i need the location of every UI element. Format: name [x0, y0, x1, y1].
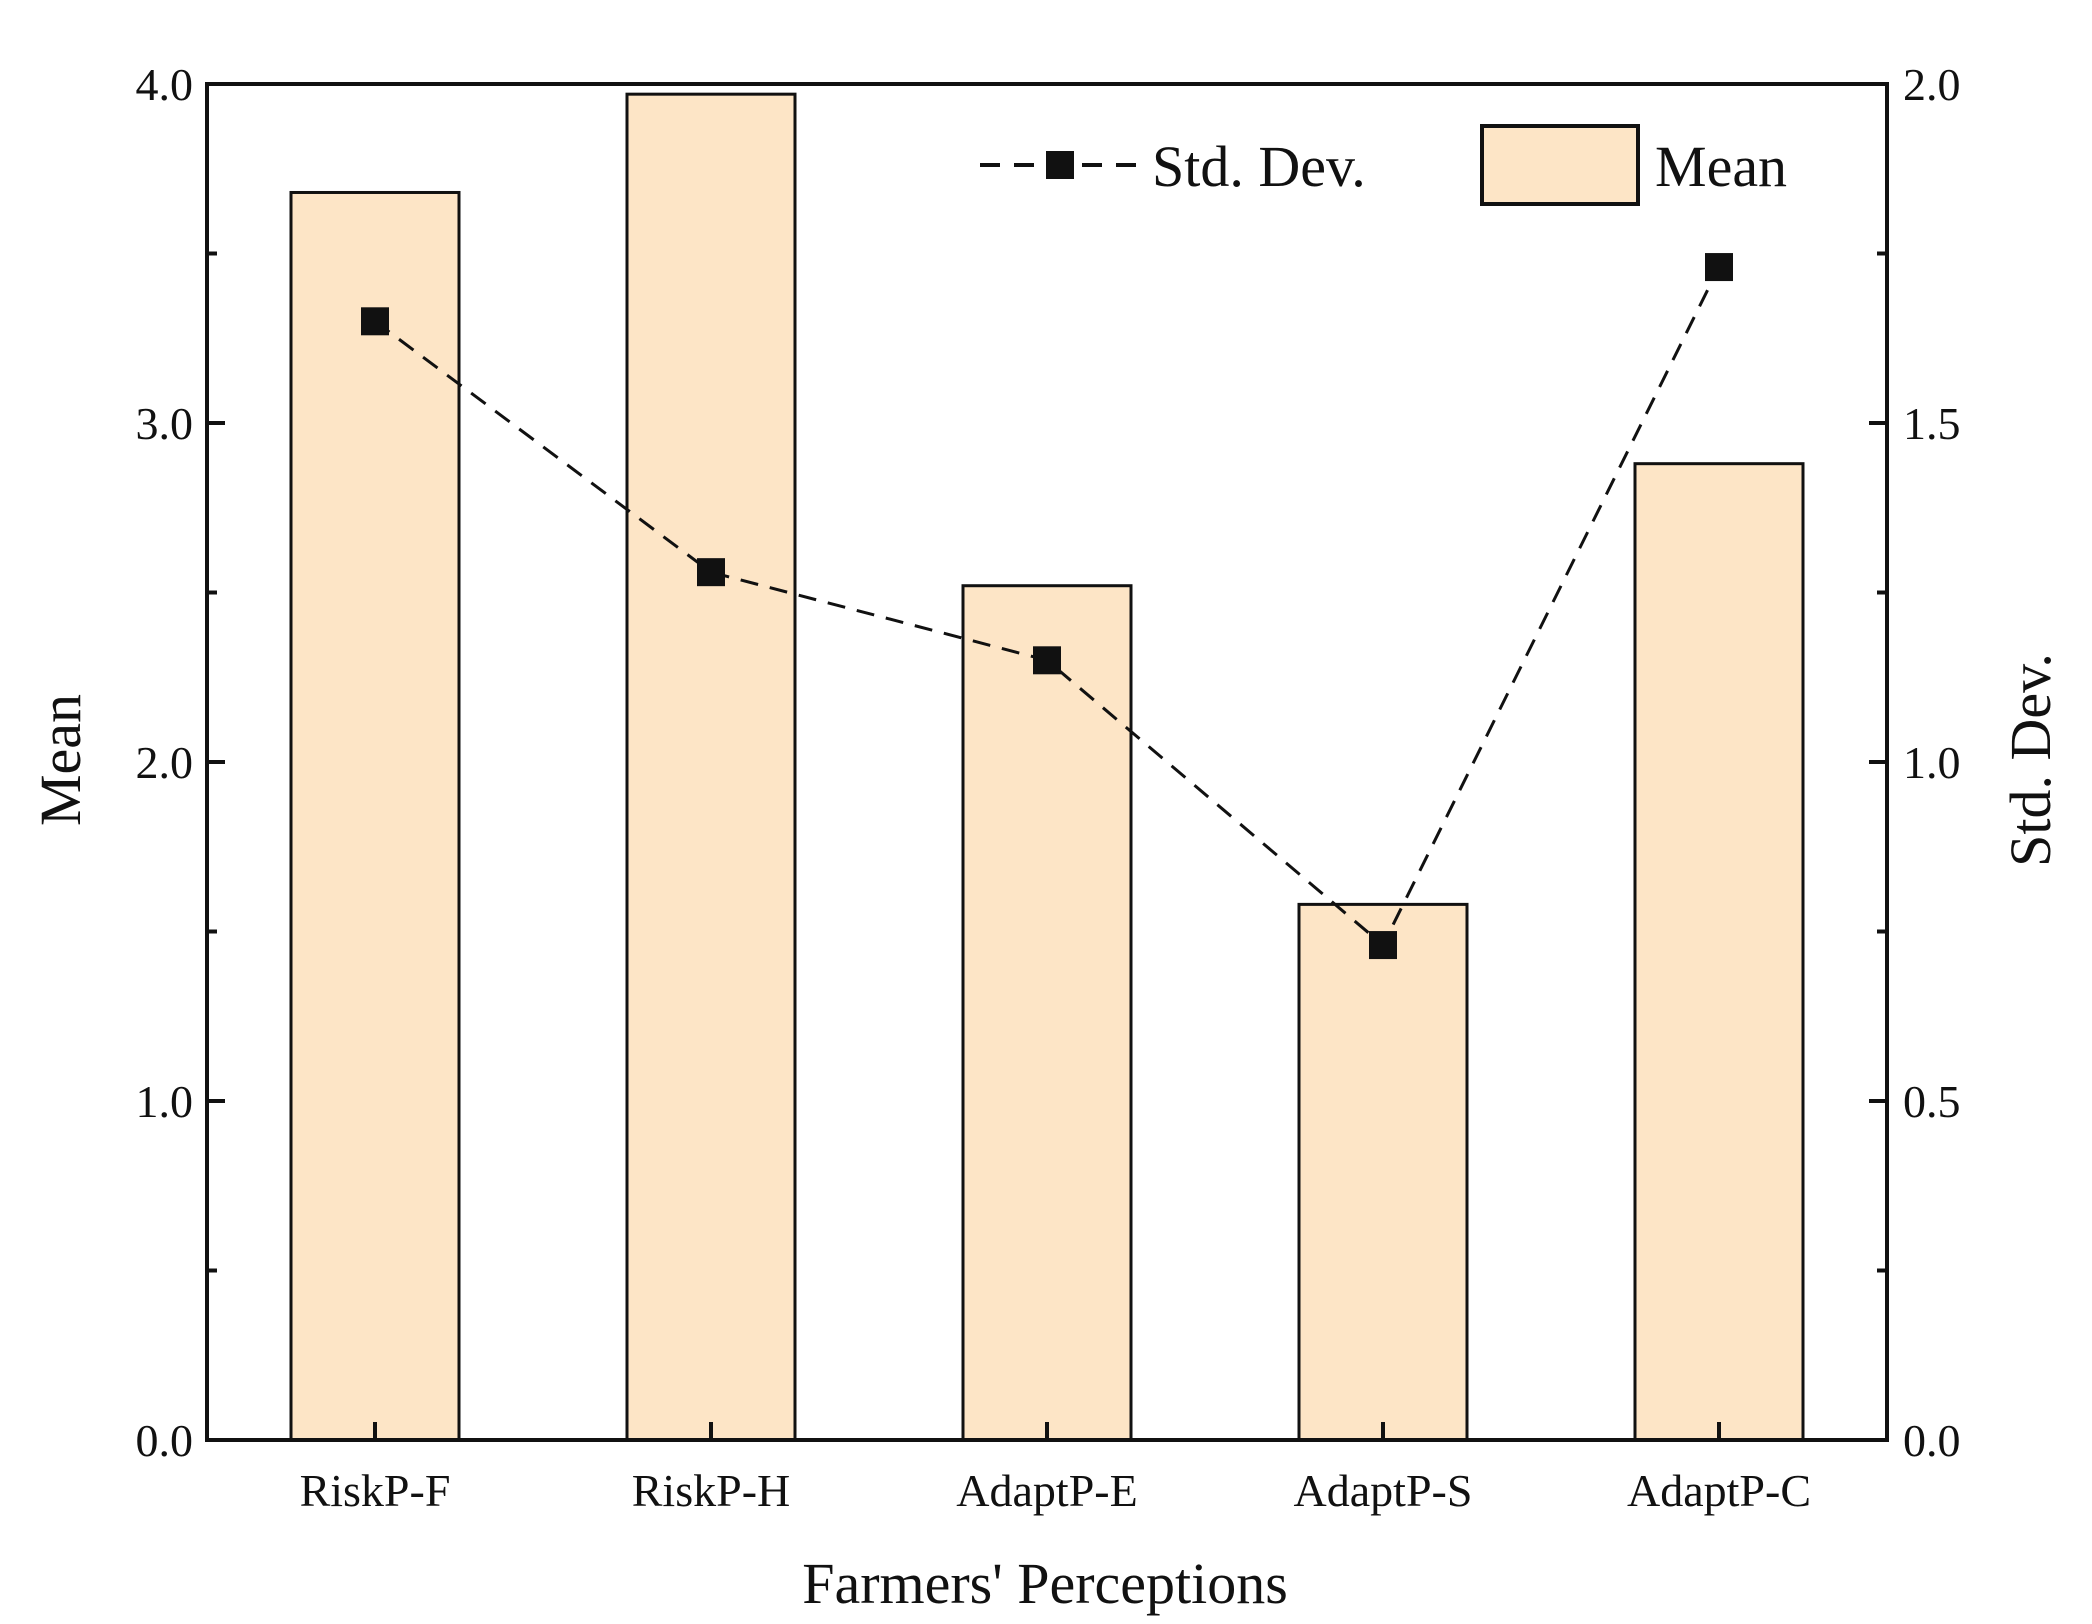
legend-label-mean: Mean [1655, 134, 1787, 199]
y2-tick-label: 0.5 [1903, 1076, 1961, 1127]
std-dev-line-group [361, 253, 1733, 960]
bar-adaptp-e [961, 584, 1133, 1442]
y2-tick-label: 1.5 [1903, 398, 1961, 449]
x-tick-label-riskp-h: RiskP-H [632, 1465, 790, 1516]
legend-label-std-dev: Std. Dev. [1152, 134, 1366, 199]
y-tick-label: 4.0 [136, 59, 194, 110]
y2-tick-label: 1.0 [1903, 737, 1961, 788]
axes-group [205, 82, 1889, 1442]
legend-bar-swatch [1480, 124, 1640, 206]
std-dev-marker-adaptp-e [1033, 646, 1061, 675]
tick-labels-group: 0.0 0.0 1.0 0.5 2.0 1.0 3.0 1.5 4.0 2.0 RiskP-F Ris… [136, 59, 1961, 1516]
y2-axis-title: Std. Dev. [1998, 653, 2063, 867]
y2-tick-label: 0.0 [1903, 1415, 1961, 1466]
bars-group [289, 92, 1805, 1442]
y-tick-label: 3.0 [136, 398, 194, 449]
bar-adaptp-c [1633, 462, 1805, 1442]
bar-riskp-h [625, 92, 797, 1442]
bar-adaptp-s [1297, 902, 1469, 1442]
std-dev-marker-riskp-f [361, 307, 389, 336]
y-axis-title: Mean [28, 694, 93, 826]
legend: Std. Dev. Mean [980, 124, 1787, 206]
std-dev-marker-adaptp-c [1705, 253, 1733, 282]
y2-tick-label: 2.0 [1903, 59, 1961, 110]
y-tick-label: 0.0 [136, 1415, 194, 1466]
std-dev-marker-adaptp-s [1369, 931, 1397, 960]
x-axis-title: Farmers' Perceptions [802, 1551, 1288, 1616]
legend-marker-swatch [1046, 151, 1074, 179]
x-tick-label-adaptp-e: AdaptP-E [956, 1465, 1137, 1516]
y-tick-label: 2.0 [136, 737, 194, 788]
std-dev-marker-riskp-h [697, 558, 725, 587]
x-tick-label-adaptp-s: AdaptP-S [1294, 1465, 1473, 1516]
bar-riskp-f [289, 190, 461, 1442]
y-tick-label: 1.0 [136, 1076, 194, 1127]
x-tick-label-adaptp-c: AdaptP-C [1627, 1465, 1811, 1516]
x-tick-label-riskp-f: RiskP-F [300, 1465, 451, 1516]
